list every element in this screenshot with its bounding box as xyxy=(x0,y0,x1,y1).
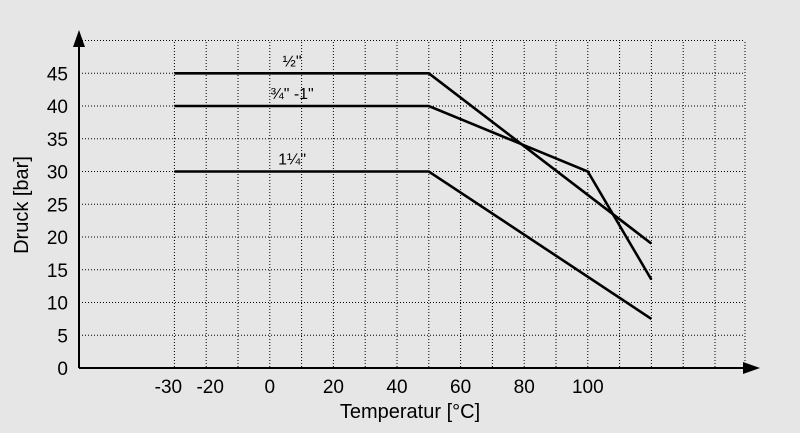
x-axis-arrow-icon xyxy=(743,362,760,374)
y-axis-arrow-icon xyxy=(73,30,85,47)
y-tick-label-0: 0 xyxy=(57,359,68,380)
y-tick-label-2: 10 xyxy=(47,294,68,315)
y-tick-label-8: 40 xyxy=(47,97,68,118)
x-axis-label: Temperatur [°C] xyxy=(340,401,480,423)
y-tick-label-3: 15 xyxy=(47,261,68,282)
y-axis-label: Druck [bar] xyxy=(11,156,33,254)
x-tick-label-2: 0 xyxy=(265,377,276,398)
y-tick-label-7: 35 xyxy=(47,130,68,151)
axes xyxy=(73,30,760,374)
x-tick-label-0: -30 xyxy=(155,377,182,398)
x-tick-label-1: -20 xyxy=(196,377,223,398)
y-tick-label-6: 30 xyxy=(47,163,68,184)
series-label-2: 1¼" xyxy=(278,152,306,169)
x-tick-label-6: 80 xyxy=(514,377,535,398)
series-line-1 xyxy=(174,104,653,281)
y-tick-label-1: 5 xyxy=(57,326,68,347)
series-line-0 xyxy=(174,72,653,245)
series-labels: ½" ¾" -1" 1¼" xyxy=(270,53,313,168)
series-label-0: ½" xyxy=(283,53,302,70)
y-tick-label-5: 25 xyxy=(47,195,68,216)
x-tick-label-3: 20 xyxy=(323,377,344,398)
series-line-2 xyxy=(174,170,653,320)
x-tick-label-4: 40 xyxy=(386,377,407,398)
y-tick-label-9: 45 xyxy=(47,64,68,85)
series-lines xyxy=(174,72,653,320)
x-tick-label-7: 100 xyxy=(572,377,604,398)
y-tick-labels: 0 5 10 15 20 25 30 35 40 45 xyxy=(47,64,68,380)
y-tick-label-4: 20 xyxy=(47,228,68,249)
x-tick-label-5: 60 xyxy=(450,377,471,398)
series-label-1: ¾" -1" xyxy=(270,86,313,103)
x-tick-labels: -30 -20 0 20 40 60 80 100 xyxy=(155,377,604,398)
